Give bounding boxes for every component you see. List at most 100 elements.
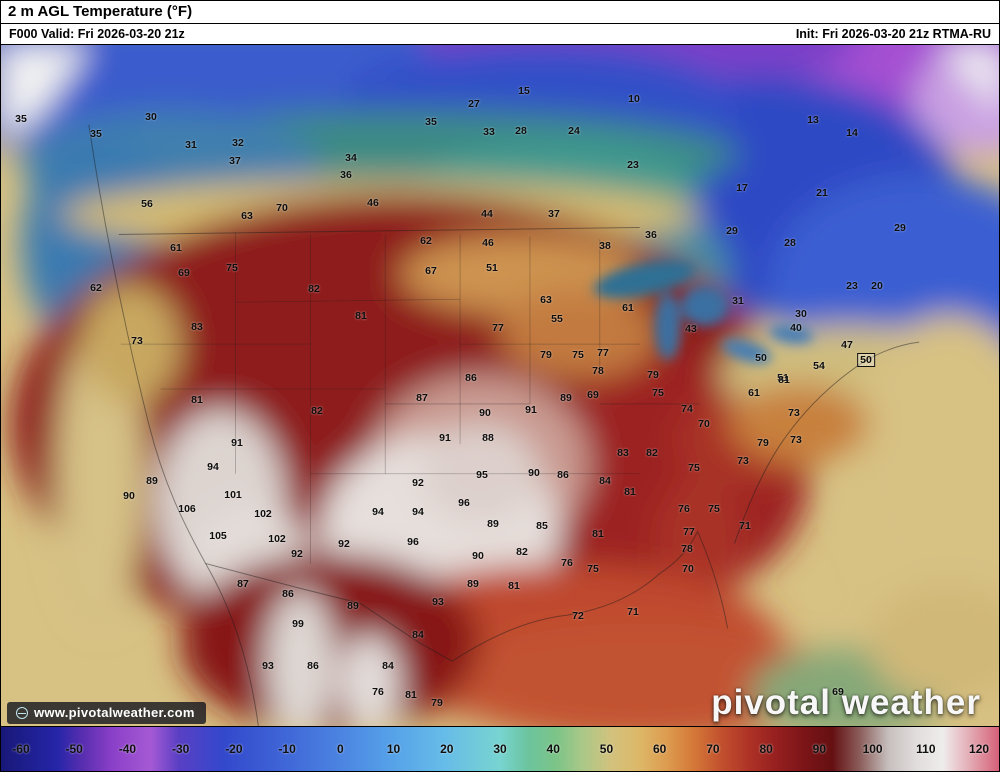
temp-label: 89 [347, 600, 359, 612]
temp-label: 87 [237, 578, 249, 590]
temp-label: 28 [515, 125, 527, 137]
temp-label: 94 [207, 461, 219, 473]
coastline-borders [88, 124, 920, 727]
globe-icon [16, 706, 28, 719]
temp-label: 32 [232, 137, 244, 149]
temp-label: 70 [682, 563, 694, 575]
temp-label: 63 [540, 294, 552, 306]
temp-label: 37 [548, 208, 560, 220]
temp-label: 54 [813, 360, 825, 372]
temp-label: 105 [209, 530, 227, 542]
init-time-label: Init: Fri 2026-03-20 21z RTMA-RU [795, 27, 991, 41]
temp-label: 81 [191, 394, 203, 406]
temp-label: 81 [592, 528, 604, 540]
temp-label: 43 [685, 323, 697, 335]
temp-label: 92 [291, 548, 303, 560]
header-meta-row: F000 Valid: Fri 2026-03-20 21z Init: Fri… [1, 24, 999, 45]
temp-label: 38 [599, 240, 611, 252]
temp-label: 51 [486, 262, 498, 274]
temp-label: 75 [572, 349, 584, 361]
temp-label: 30 [795, 308, 807, 320]
temp-label: 96 [458, 497, 470, 509]
temp-label: 92 [338, 538, 350, 550]
temp-label: 92 [412, 477, 424, 489]
temp-label: 79 [647, 369, 659, 381]
colorbar-tick: -10 [278, 742, 296, 756]
colorbar-tick: -30 [171, 742, 190, 756]
temp-label: 93 [432, 596, 444, 608]
temp-label: 75 [688, 462, 700, 474]
temp-label: 81 [508, 580, 520, 592]
colorbar-tick: -60 [12, 742, 30, 756]
map-title: 2 m AGL Temperature (°F) [1, 1, 999, 24]
temp-label: 46 [367, 197, 379, 209]
temp-label: 94 [372, 506, 384, 518]
temp-label: 89 [146, 475, 158, 487]
temp-label: 69 [178, 267, 190, 279]
temp-label: 89 [467, 578, 479, 590]
temp-label: 81 [405, 689, 417, 701]
colorbar-tick: 40 [546, 742, 560, 756]
temp-label: 56 [141, 198, 153, 210]
temp-label: 31 [185, 139, 197, 151]
colorbar-tick: -50 [65, 742, 83, 756]
temp-label: 91 [439, 432, 451, 444]
temp-label: 30 [145, 111, 157, 123]
temp-label: 81 [624, 486, 636, 498]
colorbar-tick: 30 [493, 742, 507, 756]
temp-label: 67 [425, 265, 437, 277]
temp-label: 29 [726, 225, 738, 237]
temp-label: 86 [557, 469, 569, 481]
colorbar-tick: 120 [969, 742, 990, 756]
temp-label: 61 [748, 387, 760, 399]
colorbar-tick: 0 [336, 742, 344, 756]
colorbar-ticks: -60 -50 -40 -30 -20 -10 0 10 20 30 40 50 60 70 80 90 100… [1, 727, 999, 771]
temp-label: 73 [131, 335, 143, 347]
temp-label: 84 [599, 475, 611, 487]
temp-label: 35 [90, 128, 102, 140]
temp-label: 84 [382, 660, 394, 672]
colorbar-tick: -20 [225, 742, 243, 756]
temp-label: 82 [308, 283, 320, 295]
temp-label: 71 [739, 520, 751, 532]
temp-label: 29 [894, 222, 906, 234]
temp-label: 73 [790, 434, 802, 446]
temp-label: 102 [254, 508, 272, 520]
temp-label: 27 [468, 98, 480, 110]
temp-label: 90 [479, 407, 491, 419]
temp-label: 83 [617, 447, 629, 459]
temp-label: 28 [784, 237, 796, 249]
colorbar-tick: -40 [118, 742, 137, 756]
temp-label: 15 [518, 85, 530, 97]
temp-label: 86 [307, 660, 319, 672]
temp-label: 90 [528, 467, 540, 479]
temperature-field-art [1, 45, 999, 727]
temp-label: 76 [372, 686, 384, 698]
temp-label: 70 [276, 202, 288, 214]
colorbar-tick: 90 [812, 742, 827, 756]
temp-label: 21 [816, 187, 828, 199]
temp-label: 31 [732, 295, 744, 307]
temp-label: 79 [540, 349, 552, 361]
temp-label: 82 [311, 405, 323, 417]
temp-label: 23 [627, 159, 639, 171]
temp-label: 50 [857, 353, 875, 367]
watermark-link[interactable]: www.pivotalweather.com [7, 702, 206, 724]
temp-label: 94 [412, 506, 424, 518]
temp-label: 86 [282, 588, 294, 600]
temperature-map-canvas: 15 27 10 35 30 35 35 33 28 24 13 14 31 32 37 34 36 23 17 21… [1, 45, 999, 727]
temp-label: 10 [628, 93, 640, 105]
temp-label: 82 [516, 546, 528, 558]
temp-label: 36 [340, 169, 352, 181]
temp-label: 40 [790, 322, 802, 334]
temp-label: 79 [757, 437, 769, 449]
temp-label: 71 [627, 606, 639, 618]
temp-label: 63 [241, 210, 253, 222]
temp-label: 34 [345, 152, 357, 164]
temp-label: 87 [416, 392, 428, 404]
temp-label: 78 [592, 365, 604, 377]
colorbar-tick: 80 [759, 742, 773, 756]
temp-label: 62 [420, 235, 432, 247]
colorbar-tick: 100 [862, 742, 883, 756]
